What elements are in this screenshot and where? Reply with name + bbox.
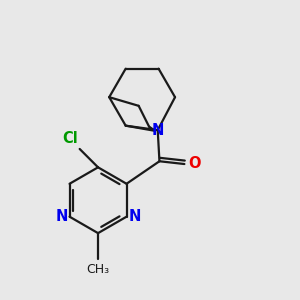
Text: CH₃: CH₃ <box>86 263 110 276</box>
Text: N: N <box>56 209 68 224</box>
Text: N: N <box>128 209 141 224</box>
Text: O: O <box>188 156 200 171</box>
Text: Cl: Cl <box>62 131 78 146</box>
Text: N: N <box>152 123 164 138</box>
